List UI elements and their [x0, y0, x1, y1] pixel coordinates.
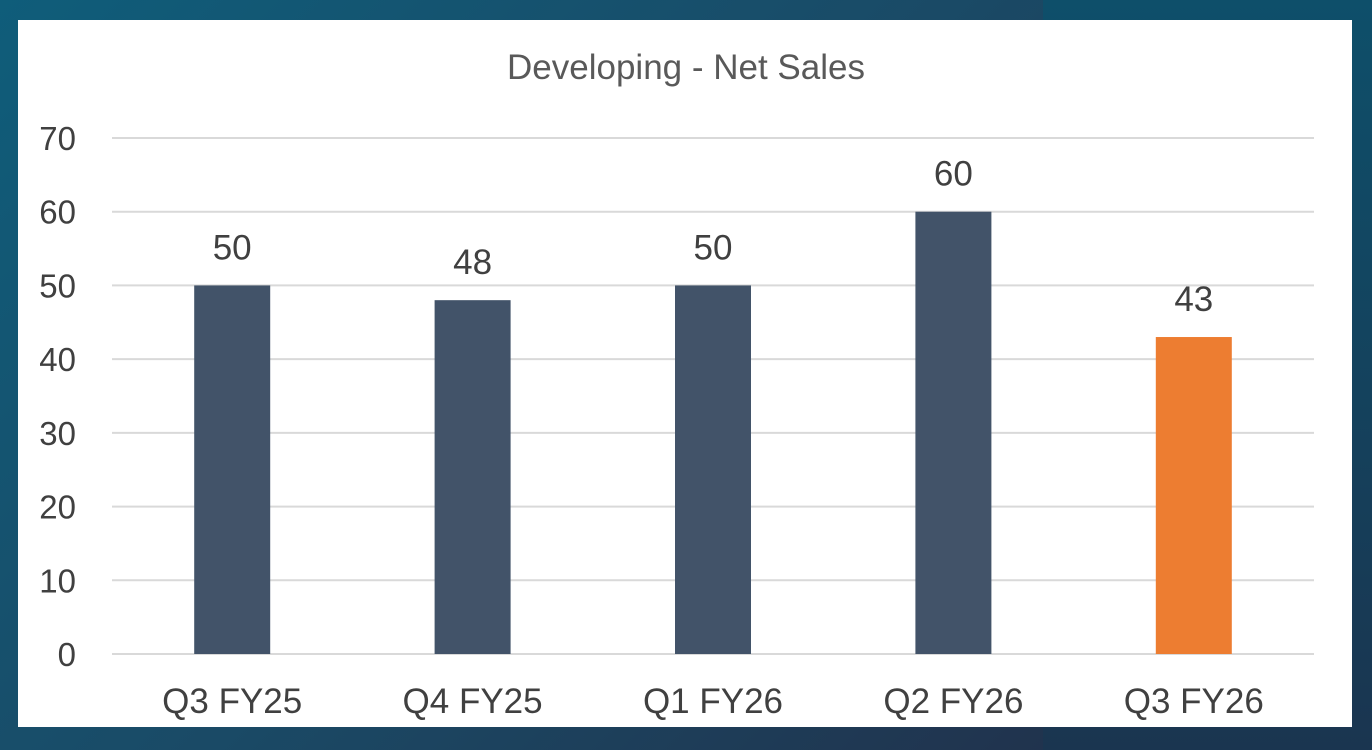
- data-label: 60: [934, 155, 973, 194]
- y-tick-label: 40: [39, 341, 76, 378]
- chart-title: Developing - Net Sales: [507, 48, 865, 87]
- bar-q1-fy26: [675, 285, 751, 654]
- x-tick-label: Q1 FY26: [643, 682, 783, 721]
- y-tick-label: 50: [39, 267, 76, 304]
- y-tick-label: 20: [39, 489, 76, 526]
- y-tick-label: 10: [39, 562, 76, 599]
- chart-card: Developing - Net Sales 0 10 20 30 40 50 60 70 5…: [18, 20, 1352, 727]
- x-axis-ticks: Q3 FY25 Q4 FY25 Q1 FY26 Q2 FY26 Q3 FY26: [162, 682, 1264, 721]
- data-label: 48: [453, 243, 492, 282]
- bar-chart: Developing - Net Sales 0 10 20 30 40 50 60 70 5…: [39, 48, 1314, 721]
- y-tick-label: 60: [39, 194, 76, 231]
- bar-q2-fy26: [915, 211, 992, 654]
- bar-q3-fy26: [1155, 337, 1232, 654]
- data-label: 50: [694, 228, 733, 267]
- bars: [194, 211, 1232, 654]
- bar-q4-fy25: [434, 300, 511, 654]
- x-tick-label: Q3 FY26: [1124, 682, 1264, 721]
- data-labels: 50 48 50 60 43: [213, 155, 1214, 319]
- bar-q3-fy25: [194, 285, 271, 654]
- y-tick-label: 0: [58, 636, 76, 673]
- y-tick-label: 30: [39, 415, 76, 452]
- y-tick-label: 70: [39, 120, 76, 157]
- x-tick-label: Q2 FY26: [883, 682, 1023, 721]
- x-tick-label: Q4 FY25: [403, 682, 543, 721]
- data-label: 43: [1174, 280, 1213, 319]
- x-tick-label: Q3 FY25: [162, 682, 302, 721]
- data-label: 50: [213, 228, 252, 267]
- y-axis-ticks: 0 10 20 30 40 50 60 70: [39, 120, 76, 673]
